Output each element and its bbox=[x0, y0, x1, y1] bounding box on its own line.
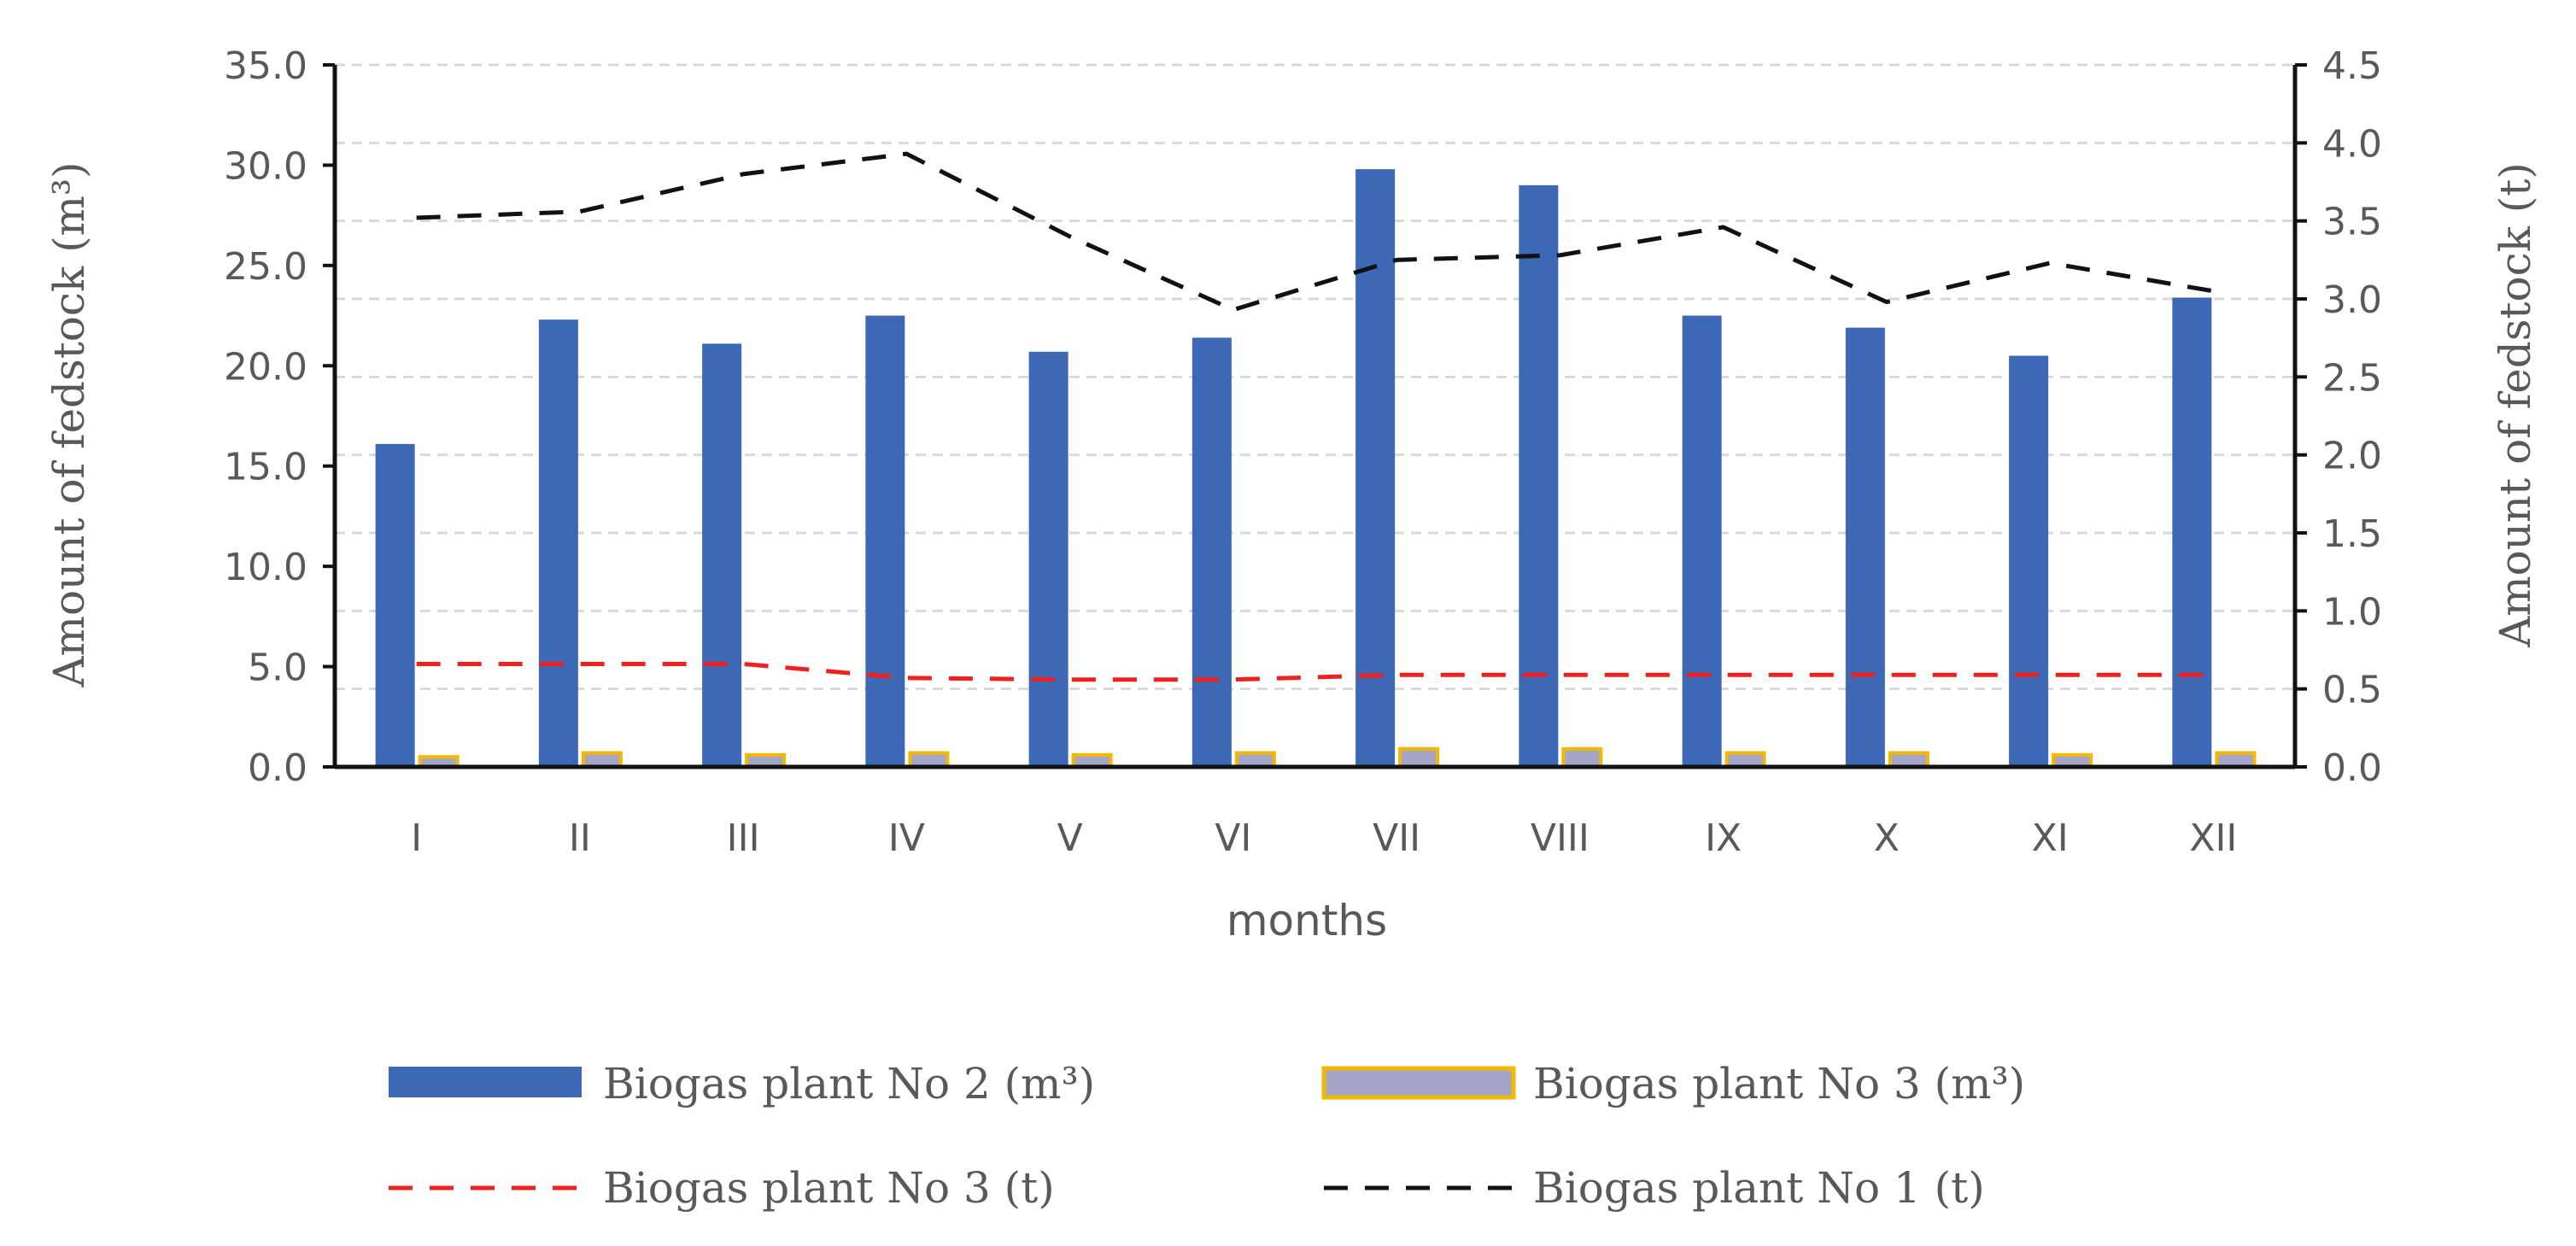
x-tick-label-vii: VII bbox=[1373, 816, 1420, 860]
series-lines bbox=[416, 151, 2214, 682]
right-tick-label: 0.0 bbox=[2322, 746, 2382, 790]
right-tick-label: 3.0 bbox=[2322, 278, 2382, 322]
x-tick-label-i: I bbox=[411, 816, 422, 860]
legend-label-biogas-plant-3-m3: Biogas plant No 3 (m³) bbox=[1533, 1059, 2025, 1109]
x-tick-label-v: V bbox=[1057, 816, 1083, 860]
bar-biogas-plant-2-viii bbox=[1519, 184, 1559, 767]
gridlines bbox=[335, 63, 2295, 691]
bar-biogas-plant-2-vi bbox=[1191, 337, 1232, 767]
x-axis-tick-labels: I II III IV V VI VII VIII IX X XI XII bbox=[411, 816, 2237, 860]
left-tick-label: 30.0 bbox=[224, 144, 307, 188]
bar-biogas-plant-2-i bbox=[375, 443, 415, 767]
legend-label-biogas-plant-3-t: Biogas plant No 3 (t) bbox=[603, 1163, 1055, 1213]
bar-biogas-plant-2-iv bbox=[865, 315, 905, 768]
left-tick-label: 5.0 bbox=[248, 646, 307, 690]
bar-biogas-plant-3-vii bbox=[1398, 746, 1440, 769]
bar-biogas-plant-2-ii bbox=[538, 319, 578, 768]
left-axis-title: Amount of fedstock (m³) bbox=[44, 161, 94, 687]
legend-swatch-biogas-plant-3-m3 bbox=[1321, 1066, 1516, 1100]
right-axis-ticks: 0.0 0.5 1.0 1.5 2.0 2.5 3.0 3.5 4.0 4.5 bbox=[2295, 44, 2382, 790]
line-biogas-plant-no-3-t bbox=[416, 661, 2214, 682]
x-tick-label-iv: IV bbox=[888, 816, 925, 860]
left-tick-label: 20.0 bbox=[224, 345, 307, 389]
right-tick-label: 4.5 bbox=[2322, 44, 2382, 88]
bars bbox=[375, 169, 2257, 769]
left-tick-label: 25.0 bbox=[224, 245, 307, 289]
left-tick-label: 10.0 bbox=[224, 546, 307, 589]
bar-biogas-plant-2-xi bbox=[2009, 355, 2049, 767]
x-tick-label-iii: III bbox=[727, 816, 760, 860]
right-tick-label: 2.0 bbox=[2322, 435, 2382, 478]
right-tick-label: 3.5 bbox=[2322, 201, 2382, 244]
right-tick-label: 2.5 bbox=[2322, 356, 2382, 400]
legend-label-biogas-plant-2-m3: Biogas plant No 2 (m³) bbox=[603, 1059, 1095, 1109]
bar-biogas-plant-2-v bbox=[1028, 351, 1068, 767]
line-biogas-plant-no-1-t bbox=[416, 151, 2214, 313]
bar-biogas-plant-2-ix bbox=[1682, 315, 1722, 768]
x-tick-label-ix: IX bbox=[1705, 816, 1742, 860]
x-tick-label-vi: VI bbox=[1215, 816, 1251, 860]
right-axis-title: Amount of fedstock (t) bbox=[2491, 162, 2540, 648]
x-tick-label-xi: XI bbox=[2032, 816, 2069, 860]
x-tick-label-xii: XII bbox=[2189, 816, 2237, 860]
x-tick-label-ii: II bbox=[569, 816, 591, 860]
right-tick-label: 1.0 bbox=[2322, 590, 2382, 634]
left-tick-label: 0.0 bbox=[248, 746, 307, 790]
left-axis-ticks: 0.0 5.0 10.0 15.0 20.0 25.0 30.0 35.0 bbox=[224, 44, 335, 790]
bar-biogas-plant-2-x bbox=[1845, 327, 1885, 768]
right-tick-label: 0.5 bbox=[2322, 669, 2382, 712]
right-tick-label: 1.5 bbox=[2322, 512, 2382, 556]
right-tick-label: 4.0 bbox=[2322, 122, 2382, 166]
bar-biogas-plant-2-iii bbox=[702, 343, 742, 767]
legend: Biogas plant No 2 (m³) Biogas plant No 3… bbox=[389, 1059, 2025, 1213]
left-tick-label: 15.0 bbox=[224, 446, 307, 489]
bar-biogas-plant-3-viii bbox=[1561, 746, 1603, 769]
axes bbox=[332, 65, 2298, 769]
legend-label-biogas-plant-1-t: Biogas plant No 1 (t) bbox=[1533, 1163, 1985, 1213]
x-tick-label-viii: VIII bbox=[1531, 816, 1590, 860]
legend-swatch-biogas-plant-2-m3 bbox=[389, 1067, 582, 1097]
x-axis-title: months bbox=[1227, 896, 1387, 945]
left-tick-label: 35.0 bbox=[224, 44, 307, 88]
x-tick-label-x: X bbox=[1874, 816, 1900, 860]
bar-biogas-plant-2-xii bbox=[2172, 297, 2212, 767]
